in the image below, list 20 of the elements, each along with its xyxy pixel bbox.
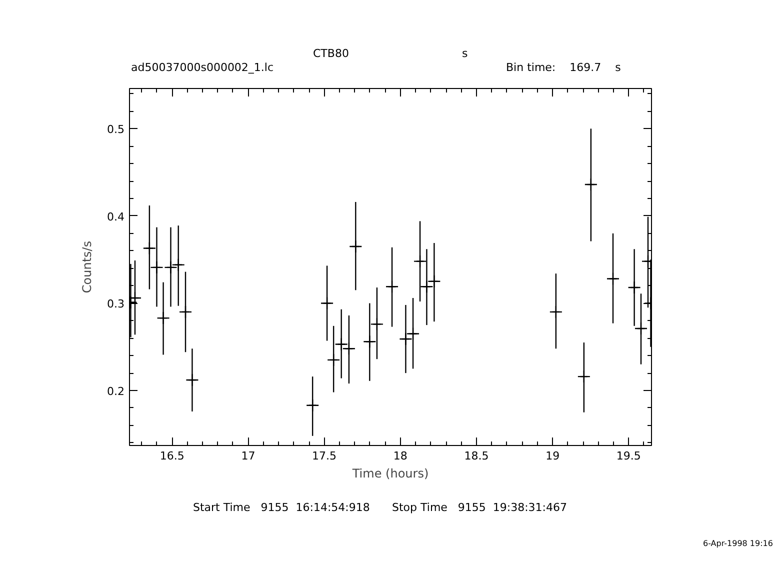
- x-tick-label: 19: [546, 450, 560, 462]
- text: 6-Apr-1998 19:16: [703, 539, 773, 548]
- y-tick-label: 0.3: [107, 298, 125, 311]
- x-axis-title: Time (hours): [351, 466, 429, 480]
- y-axis-title: Counts/s: [80, 240, 94, 294]
- x-tick-label: 19.5: [616, 450, 641, 462]
- text: Stop Time 9155 19:38:31:467: [392, 501, 568, 515]
- y-tick-label: 0.5: [107, 123, 125, 136]
- x-tick-label: 17.5: [312, 450, 337, 462]
- chart-title: CTB80: [313, 47, 349, 61]
- text: Start Time 9155 16:14:54:918: [193, 501, 370, 515]
- y-tick-label: 0.2: [107, 385, 125, 398]
- text: ad50037000s000002_1.lc: [131, 61, 274, 75]
- text: Bin time: 169.7 s: [506, 61, 621, 75]
- x-tick-label: 18.5: [464, 450, 489, 462]
- y-tick-label: 0.4: [107, 210, 125, 224]
- x-tick-label: 18: [393, 450, 408, 462]
- x-tick-label: 16.5: [160, 450, 184, 462]
- x-tick-label: 17: [241, 450, 256, 462]
- text: s: [462, 47, 468, 61]
